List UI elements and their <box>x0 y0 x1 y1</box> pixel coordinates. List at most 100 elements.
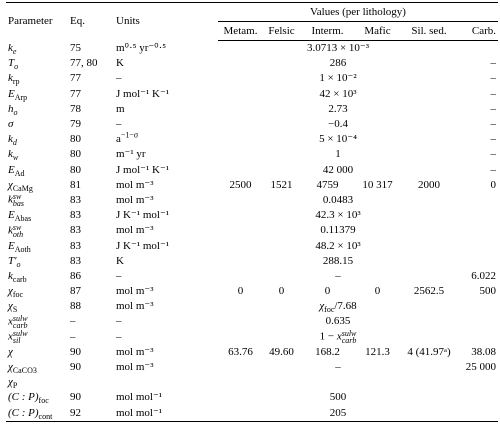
units: J mol⁻¹ K⁻¹ <box>116 87 170 100</box>
value: χfoc/7.68 <box>218 299 458 314</box>
value: – <box>335 361 341 374</box>
header-lithology: Sil. sed. <box>400 21 458 41</box>
header-parameter: Parameter <box>6 2 68 41</box>
parameter: x sulw sil <box>6 330 68 345</box>
symbol: k <box>8 194 13 206</box>
value <box>458 390 498 405</box>
symbol: h <box>8 102 14 115</box>
parameter: χfoc <box>6 284 68 299</box>
parameter: kw <box>6 147 68 162</box>
equation: 79 <box>70 118 81 131</box>
subscript: carb <box>12 275 27 285</box>
units: mol m⁻³ <box>116 224 154 237</box>
symbol: E <box>8 87 15 100</box>
equation <box>68 375 114 390</box>
value: 0.0483 <box>322 193 354 206</box>
subscript: foc <box>38 396 49 406</box>
parameter: T′o <box>6 254 68 269</box>
equation: 90 <box>70 345 81 358</box>
parameter: σ <box>6 117 68 132</box>
equation: 86 <box>70 269 81 282</box>
parameter: EAd <box>6 163 68 178</box>
units: mol m⁻³ <box>116 300 154 313</box>
parameter: EAoth <box>6 238 68 254</box>
value: 5 × 10⁻⁴ <box>319 133 357 146</box>
subscript: P <box>12 381 18 391</box>
table-row: kd 80 a−1−σ 5 × 10⁻⁴ – <box>6 130 498 147</box>
subscript: Arp <box>14 92 28 102</box>
table-row: x sulw carb – –0.635 <box>6 314 498 329</box>
value: 2500 <box>229 178 252 191</box>
superscript: sw <box>12 192 22 202</box>
units: mol mol⁻¹ <box>116 391 163 404</box>
table-row: χS 88 mol m⁻³ χfoc/7.68 <box>6 299 498 314</box>
value: 0 <box>374 285 381 298</box>
superscript: sulw <box>12 313 28 323</box>
units: – <box>116 330 122 343</box>
symbol: χ <box>319 300 325 313</box>
subscript: e <box>12 47 17 57</box>
symbol: χ <box>8 376 13 389</box>
value: 4 (41.97ᵃ) <box>407 345 451 358</box>
value: – <box>335 269 341 282</box>
subscript: o <box>14 62 19 72</box>
symbol: E <box>8 163 15 176</box>
value <box>458 330 498 345</box>
units: – <box>116 72 122 85</box>
value: – <box>490 102 497 115</box>
value: 2.73 <box>328 102 348 115</box>
script: sulw carb <box>342 330 357 345</box>
table-row: EAbas 83 J K⁻¹ mol⁻¹ 42.3 × 10³ <box>6 208 498 223</box>
parameter: To <box>6 56 68 71</box>
value <box>458 193 498 208</box>
units <box>114 375 218 390</box>
table-row: EArp 77 J mol⁻¹ K⁻¹ 42 × 10³ – <box>6 87 498 102</box>
symbol: χ <box>8 285 13 298</box>
text: 1 − <box>319 330 337 343</box>
parameter: krp <box>6 71 68 86</box>
value: 38.08 <box>471 345 496 358</box>
parameter: χP <box>6 375 68 390</box>
table-row: To 77, 80 K 286– <box>6 56 498 71</box>
subscript: Ad <box>14 168 25 178</box>
script: sw oth <box>12 223 24 239</box>
table-row: χfoc 87 mol m⁻³ 0 0 0 0 2562.5 500 <box>6 284 498 299</box>
symbol: k <box>8 72 13 85</box>
value: – <box>490 163 497 176</box>
subscript: S <box>12 305 18 315</box>
symbol: T′ <box>8 254 17 267</box>
subscript: Aoth <box>14 244 31 254</box>
subscript: w <box>12 153 19 163</box>
equation: – <box>70 315 76 328</box>
equation: 83 <box>70 193 81 206</box>
table-row: kcarb 86– –6.022 <box>6 269 498 284</box>
value <box>458 314 498 329</box>
parameter: χCaMg <box>6 178 68 193</box>
table-row: krp 77–1 × 10⁻² – <box>6 71 498 86</box>
subscript: carb <box>12 320 28 330</box>
units: m⁻¹ yr <box>116 148 146 161</box>
symbol: k <box>8 148 13 161</box>
units: a−1−σ <box>114 130 218 147</box>
symbol: χ <box>8 345 13 358</box>
text: /7.68 <box>334 300 357 313</box>
units: mol m⁻³ <box>116 193 154 206</box>
table-row: EAoth 83 J K⁻¹ mol⁻¹ 48.2 × 10³ <box>6 238 498 254</box>
value <box>458 208 498 223</box>
header-lithology: Felsic <box>263 21 300 41</box>
symbol: σ <box>8 118 14 131</box>
units: J K⁻¹ mol⁻¹ <box>116 239 170 252</box>
superscript: −1−σ <box>120 130 139 140</box>
header-lithology: Interm. <box>300 21 355 41</box>
table-row: k sw oth 83 mol m⁻³ 0.11379 <box>6 223 498 238</box>
value: 25 000 <box>465 361 496 374</box>
value <box>458 405 498 422</box>
value: 0.635 <box>325 315 351 328</box>
value: – <box>490 118 497 131</box>
equation: 77 <box>70 87 81 100</box>
equation: 80 <box>70 148 81 161</box>
subscript: oth <box>12 229 24 239</box>
value: 1 <box>335 148 341 161</box>
value: 1 − x sulw carb <box>218 330 458 345</box>
symbol: x <box>336 330 342 343</box>
